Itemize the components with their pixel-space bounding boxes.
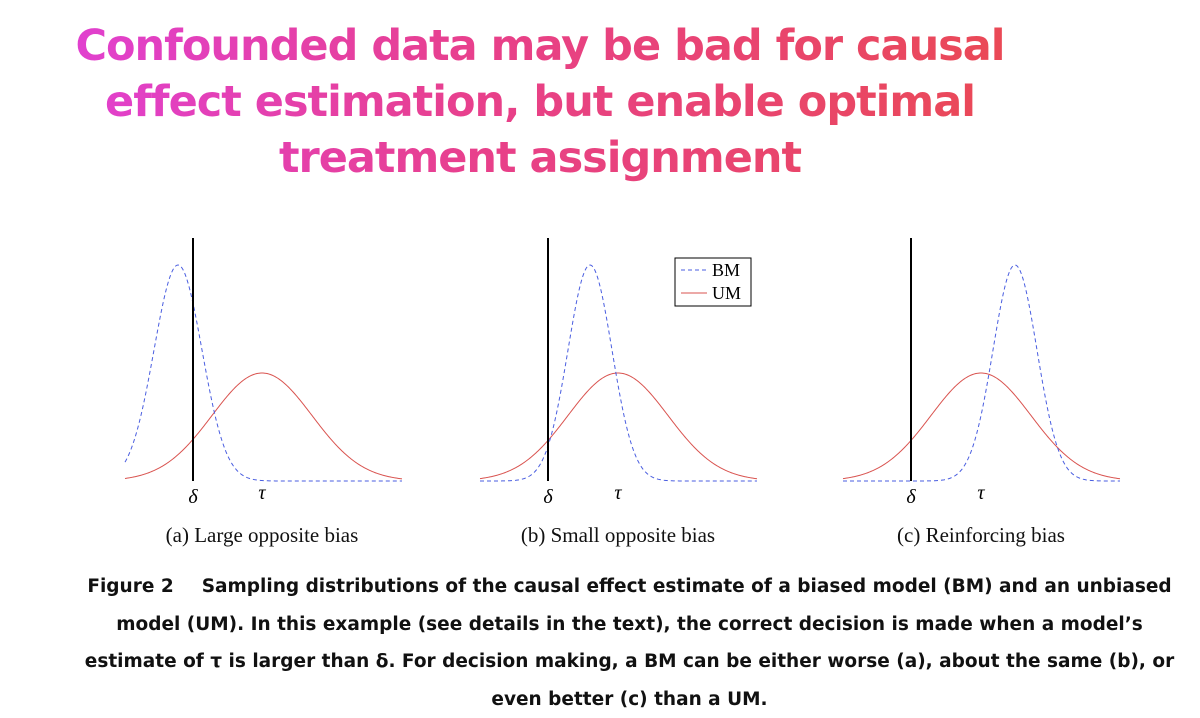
figure-caption: Figure 2 Sampling distributions of the ca… [72,568,1187,718]
page: {"title": "Confounded data may be bad fo… [20,18,1175,710]
um-curve [842,372,1121,480]
legend-label: UM [712,283,741,303]
delta-label: δ [188,486,198,508]
panel-caption: (c) Reinforcing bias [897,523,1065,547]
panel-caption: (a) Large opposite bias [166,523,359,547]
bm-curve [124,264,402,482]
legend-box [674,257,752,307]
panel-caption: (b) Small opposite bias [521,523,715,547]
um-curve [479,372,758,480]
bm-curve [843,264,1120,482]
bm-curve [480,264,757,482]
figure: δ τ (a) Large opposite bias δ τ (b) Small opp… [124,238,1121,547]
delta-label: δ [543,486,553,508]
tau-label: τ [258,482,266,504]
tau-label: τ [614,482,622,504]
legend-label: BM [712,260,740,280]
caption-text: Sampling distributions of the causal eff… [84,576,1175,710]
tau-label: τ [977,482,985,504]
slide-title: Confounded data may be bad for causal ef… [20,18,1060,186]
um-curve [124,372,403,480]
delta-label: δ [906,486,916,508]
caption-label: Figure 2 [87,576,174,597]
